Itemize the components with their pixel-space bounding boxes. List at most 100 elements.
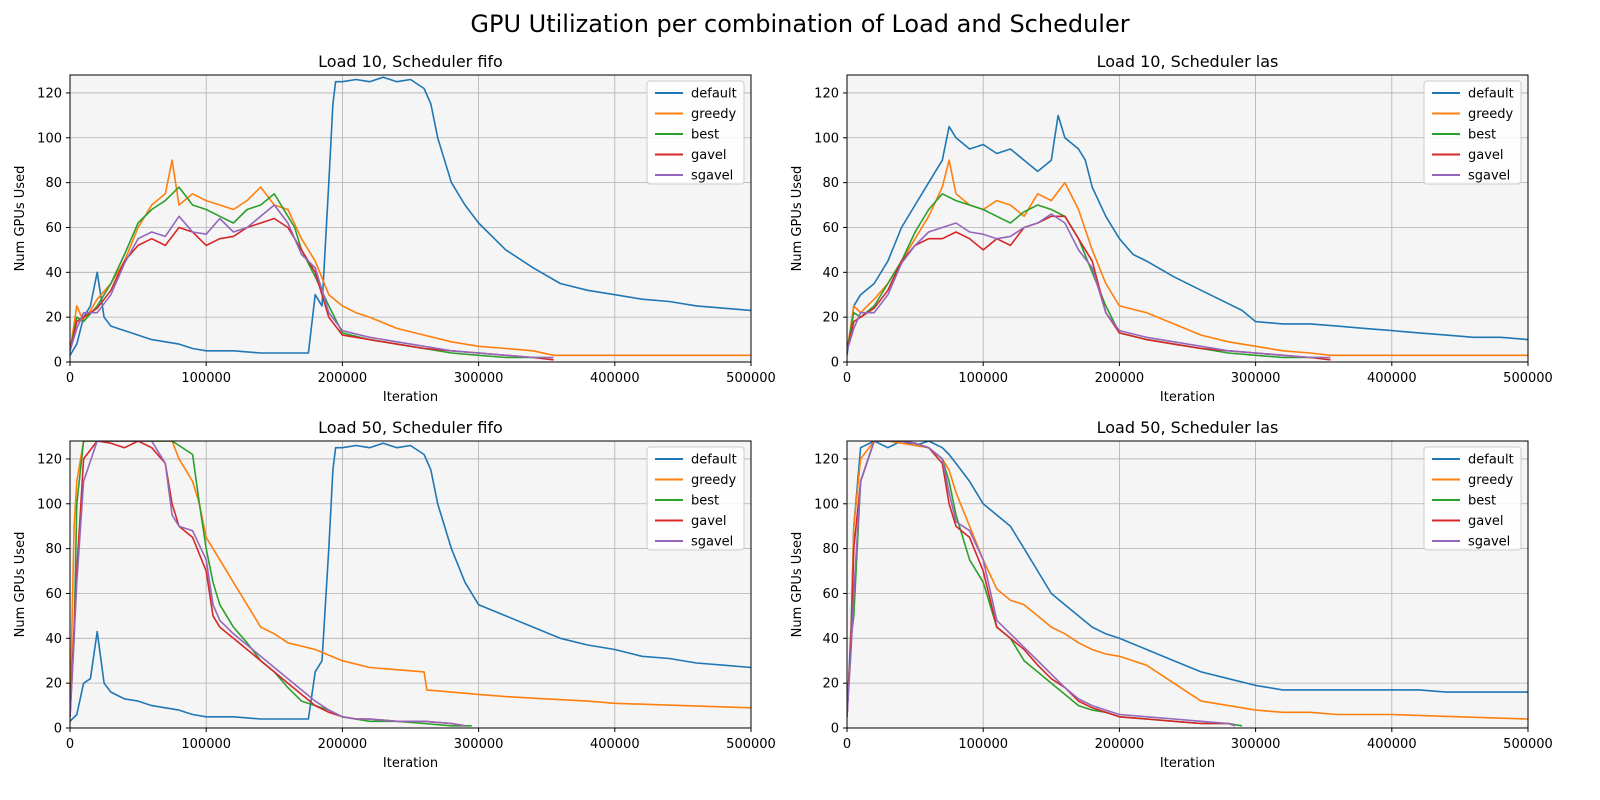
legend-label-gavel: gavel xyxy=(691,148,727,163)
y-tick-label: 0 xyxy=(831,356,839,371)
x-tick-label: 500000 xyxy=(726,737,776,752)
legend: default greedy best gavel sgavel xyxy=(1423,80,1522,185)
plot-frame xyxy=(69,440,752,729)
y-axis-label: Num GPUs Used xyxy=(790,166,805,272)
x-tick-label: 500000 xyxy=(1503,737,1553,752)
legend-label-gavel: gavel xyxy=(1468,514,1504,529)
x-tick-label: 500000 xyxy=(1503,371,1553,386)
legend-label-default: default xyxy=(691,87,737,102)
plot-frame xyxy=(69,74,752,363)
y-axis-label: Num GPUs Used xyxy=(790,532,805,638)
subplot-1: 0 100000 200000 300000 400000 500000 0 20 40 60 80… xyxy=(13,52,776,405)
legend-label-best: best xyxy=(1468,494,1496,509)
x-tick-label: 500000 xyxy=(726,371,776,386)
y-tick-label: 120 xyxy=(37,86,62,101)
subplot-title: Load 50, Scheduler las xyxy=(1097,418,1279,437)
series-line-greedy xyxy=(70,159,751,357)
legend-label-sgavel: sgavel xyxy=(1468,169,1510,184)
subplot-title: Load 10, Scheduler fifo xyxy=(318,52,503,71)
y-tick-label: 0 xyxy=(54,356,62,371)
y-tick-label: 40 xyxy=(822,266,839,281)
y-tick-label: 80 xyxy=(45,176,62,191)
series-group xyxy=(847,441,1528,727)
x-tick-label: 300000 xyxy=(1231,737,1281,752)
x-axis-label: Iteration xyxy=(383,756,438,771)
grid xyxy=(70,441,751,728)
figure-title: GPU Utilization per combination of Load … xyxy=(470,10,1130,38)
x-axis-label: Iteration xyxy=(1160,756,1215,771)
x-tick-label: 0 xyxy=(66,737,74,752)
series-line-sgavel xyxy=(847,213,1331,359)
y-tick-label: 0 xyxy=(54,722,62,737)
series-line-greedy xyxy=(847,159,1528,357)
series-line-sgavel xyxy=(847,441,1236,727)
grid xyxy=(847,441,1528,728)
legend-label-gavel: gavel xyxy=(1468,148,1504,163)
x-tick-label: 200000 xyxy=(1095,371,1145,386)
legend: default greedy best gavel sgavel xyxy=(1423,446,1522,551)
plot-area xyxy=(70,441,751,728)
series-line-greedy xyxy=(70,441,751,717)
y-tick-label: 20 xyxy=(45,311,62,326)
x-tick-label: 400000 xyxy=(1367,737,1417,752)
x-tick-label: 200000 xyxy=(318,737,368,752)
x-tick-label: 0 xyxy=(66,371,74,386)
legend-box xyxy=(1423,446,1522,551)
legend-label-sgavel: sgavel xyxy=(691,535,733,550)
legend-label-best: best xyxy=(691,494,719,509)
legend-label-sgavel: sgavel xyxy=(1468,535,1510,550)
x-tick-label: 0 xyxy=(843,737,851,752)
plot-area xyxy=(847,75,1528,362)
y-tick-label: 100 xyxy=(814,497,839,512)
legend-label-gavel: gavel xyxy=(691,514,727,529)
y-tick-label: 120 xyxy=(814,452,839,467)
y-tick-label: 20 xyxy=(822,311,839,326)
legend-label-best: best xyxy=(1468,128,1496,143)
y-tick-label: 120 xyxy=(814,86,839,101)
x-tick-label: 0 xyxy=(843,371,851,386)
y-tick-label: 60 xyxy=(822,221,839,236)
y-tick-label: 60 xyxy=(822,587,839,602)
x-tick-label: 300000 xyxy=(454,371,504,386)
x-tick-label: 400000 xyxy=(590,737,640,752)
y-tick-label: 120 xyxy=(37,452,62,467)
y-tick-label: 80 xyxy=(45,542,62,557)
x-tick-label: 200000 xyxy=(1095,737,1145,752)
series-line-greedy xyxy=(847,441,1528,720)
legend-label-default: default xyxy=(1468,87,1514,102)
legend-label-greedy: greedy xyxy=(1468,473,1514,488)
legend-box xyxy=(646,80,745,185)
series-line-sgavel xyxy=(70,441,466,727)
subplot-2: 0 100000 200000 300000 400000 500000 0 20 40 60 80… xyxy=(790,52,1553,405)
series-group xyxy=(70,441,751,727)
y-tick-label: 100 xyxy=(37,497,62,512)
x-tick-label: 100000 xyxy=(958,737,1008,752)
y-axis-label: Num GPUs Used xyxy=(13,532,28,638)
y-tick-label: 40 xyxy=(45,266,62,281)
y-tick-label: 60 xyxy=(45,587,62,602)
y-axis-label: Num GPUs Used xyxy=(13,166,28,272)
legend-label-greedy: greedy xyxy=(691,107,737,122)
series-line-gavel xyxy=(70,217,554,361)
series-line-default xyxy=(847,114,1528,356)
subplot-title: Load 50, Scheduler fifo xyxy=(318,418,503,437)
x-axis-label: Iteration xyxy=(383,390,438,405)
plot-area xyxy=(70,75,751,362)
legend: default greedy best gavel sgavel xyxy=(646,80,745,185)
x-tick-label: 400000 xyxy=(590,371,640,386)
x-tick-label: 300000 xyxy=(1231,371,1281,386)
grid xyxy=(847,75,1528,362)
x-tick-label: 300000 xyxy=(454,737,504,752)
series-line-gavel xyxy=(847,441,1236,727)
series-line-default xyxy=(70,442,751,722)
subplot-3: 0 100000 200000 300000 400000 500000 0 20 40 60 80… xyxy=(13,418,776,771)
legend-label-greedy: greedy xyxy=(1468,107,1514,122)
x-tick-label: 400000 xyxy=(1367,371,1417,386)
plot-frame xyxy=(846,440,1529,729)
legend-label-default: default xyxy=(1468,453,1514,468)
legend: default greedy best gavel sgavel xyxy=(646,446,745,551)
legend-label-default: default xyxy=(691,453,737,468)
x-tick-label: 100000 xyxy=(181,737,231,752)
series-group xyxy=(70,76,751,361)
